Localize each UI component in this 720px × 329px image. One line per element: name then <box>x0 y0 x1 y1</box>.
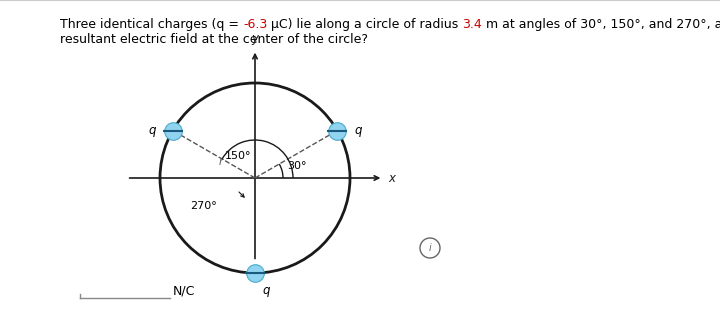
Point <box>167 128 179 133</box>
Text: y: y <box>251 32 258 45</box>
Text: 270°: 270° <box>190 201 217 211</box>
Point <box>331 128 343 133</box>
Text: q: q <box>354 124 361 137</box>
Text: x: x <box>388 171 395 185</box>
Text: -6.3: -6.3 <box>243 18 267 31</box>
Text: 30°: 30° <box>287 161 307 171</box>
Text: N/C: N/C <box>173 285 195 298</box>
Text: i: i <box>428 243 431 253</box>
Text: μC) lie along a circle of radius: μC) lie along a circle of radius <box>267 18 462 31</box>
Text: m at angles of 30°, 150°, and 270°, as sho: m at angles of 30°, 150°, and 270°, as s… <box>482 18 720 31</box>
Text: q: q <box>148 124 156 137</box>
Text: resultant electric field at the center of the circle?: resultant electric field at the center o… <box>60 33 368 46</box>
Text: q: q <box>262 284 269 297</box>
Text: 150°: 150° <box>225 151 251 161</box>
Text: Three identical charges (q =: Three identical charges (q = <box>60 18 243 31</box>
Text: r: r <box>219 157 223 167</box>
Text: 3.4: 3.4 <box>462 18 482 31</box>
Point <box>249 270 261 276</box>
